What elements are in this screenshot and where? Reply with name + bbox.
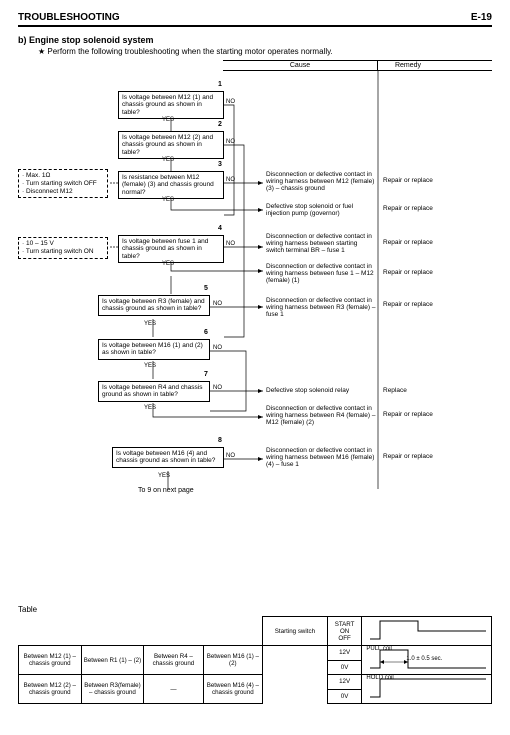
node-1: Is voltage between M12 (1) and chassis g… — [118, 91, 224, 119]
cond1-l1: · Max. 1Ω — [22, 172, 104, 180]
start-pulse-icon — [368, 617, 486, 643]
cause-5: Disconnection or defective contact in wi… — [266, 297, 376, 318]
step-num-8: 8 — [218, 437, 222, 444]
table-label: Table — [18, 605, 492, 614]
ss-label: Starting switch — [263, 617, 328, 646]
rem-3a: Repair or replace — [383, 177, 433, 184]
no-7: NO — [213, 385, 222, 391]
cond1-l3: · Disconnect M12 — [22, 188, 104, 196]
node-6: Is voltage between M16 (1) and (2) as sh… — [98, 339, 210, 360]
r1c2: Between R1 (1) – (2) — [81, 646, 144, 675]
r1c4: Between M16 (1) – (2) — [203, 646, 262, 675]
rem-5: Repair or replace — [383, 301, 433, 308]
v0-1: 0V — [327, 660, 362, 675]
step-num-1: 1 — [218, 81, 222, 88]
header-right: E-19 — [471, 12, 492, 23]
yes-2: YES — [162, 157, 174, 163]
section-title: b) Engine stop solenoid system — [18, 35, 154, 45]
yes-5: YES — [144, 321, 156, 327]
cause-4a: Disconnection or defective contact in wi… — [266, 233, 376, 254]
node-7: Is voltage between R4 and chassis ground… — [98, 381, 210, 402]
flow-lines — [18, 71, 492, 601]
r1c1: Between M12 (1) – chassis ground — [19, 646, 82, 675]
v12-1: 12V — [327, 646, 362, 661]
ss-on: ON — [330, 628, 360, 635]
step-num-2: 2 — [218, 121, 222, 128]
rem-4b: Repair or replace — [383, 269, 433, 276]
col-cause: Cause — [223, 61, 378, 70]
cond2-l2: · Turn starting switch ON — [22, 248, 104, 256]
yes-3: YES — [162, 197, 174, 203]
v12-2: 12V — [327, 675, 362, 690]
section-note: ★ Perform the following troubleshooting … — [38, 47, 492, 56]
cause-3b: Defective stop solenoid or fuel injectio… — [266, 203, 376, 217]
r1c3: Between R4 – chassis ground — [144, 646, 203, 675]
yes-4: YES — [162, 261, 174, 267]
yes-8: YES — [158, 473, 170, 479]
pull-label: PULL coil — [366, 646, 391, 652]
r2c3: — — [144, 675, 203, 704]
rem-7a: Replace — [383, 387, 433, 394]
rem-7b: Repair or replace — [383, 411, 433, 418]
no-1: NO — [226, 99, 235, 105]
step-num-6: 6 — [204, 329, 208, 336]
node-8: Is voltage between M16 (4) and chassis g… — [112, 447, 224, 468]
step-num-4: 4 — [218, 225, 222, 232]
cause-3a: Disconnection or defective contact in wi… — [266, 171, 376, 192]
cond2-l1: · 10 – 15 V — [22, 240, 104, 248]
yes-1: YES — [162, 117, 174, 123]
r2c2: Between R3(female) – chassis ground — [81, 675, 144, 704]
cause-8: Disconnection or defective contact in wi… — [266, 447, 376, 468]
no-2: NO — [226, 139, 235, 145]
step-num-7: 7 — [204, 371, 208, 378]
step-num-3: 3 — [218, 161, 222, 168]
col-remedy: Remedy — [378, 61, 438, 70]
r2c4: Between M16 (4) – chassis ground — [203, 675, 262, 704]
node-2: Is voltage between M12 (2) and chassis g… — [118, 131, 224, 159]
rem-8: Repair or replace — [383, 453, 433, 460]
yes-7: YES — [144, 405, 156, 411]
v0-2: 0V — [327, 689, 362, 704]
no-5: NO — [213, 301, 222, 307]
cause-7a: Defective stop solenoid relay — [266, 387, 376, 394]
no-8: NO — [226, 453, 235, 459]
rem-3b: Repair or replace — [383, 205, 433, 212]
node-3: Is resistance between M12 (female) (3) a… — [118, 171, 224, 199]
step-num-5: 5 — [204, 285, 208, 292]
flowchart: 1 Is voltage between M12 (1) and chassis… — [18, 71, 492, 601]
timing-label: 1.0 ± 0.5 sec. — [406, 656, 442, 662]
cond1-l2: · Turn starting switch OFF — [22, 180, 104, 188]
next-page: To 9 on next page — [138, 487, 194, 494]
reference-table: Starting switch START ON OFF Between M12… — [18, 616, 492, 704]
node-5: Is voltage between R3 (female) and chass… — [98, 295, 210, 316]
ss-off: OFF — [330, 635, 360, 642]
cause-7b: Disconnection or defective contact in wi… — [266, 405, 376, 426]
hold-label: HOLD coil — [366, 675, 393, 681]
yes-6: YES — [144, 363, 156, 369]
condition-box-1: · Max. 1Ω · Turn starting switch OFF · D… — [18, 169, 108, 198]
no-3: NO — [226, 177, 235, 183]
condition-box-2: · 10 – 15 V · Turn starting switch ON — [18, 237, 108, 259]
no-4: NO — [226, 241, 235, 247]
header-left: TROUBLESHOOTING — [18, 12, 120, 23]
no-6: NO — [213, 345, 222, 351]
ss-start: START — [330, 621, 360, 628]
r2c1: Between M12 (2) – chassis ground — [19, 675, 82, 704]
rem-4a: Repair or replace — [383, 239, 433, 246]
node-4: Is voltage between fuse 1 and chassis gr… — [118, 235, 224, 263]
cause-4b: Disconnection or defective contact in wi… — [266, 263, 376, 284]
column-headers: Cause Remedy — [223, 60, 492, 71]
